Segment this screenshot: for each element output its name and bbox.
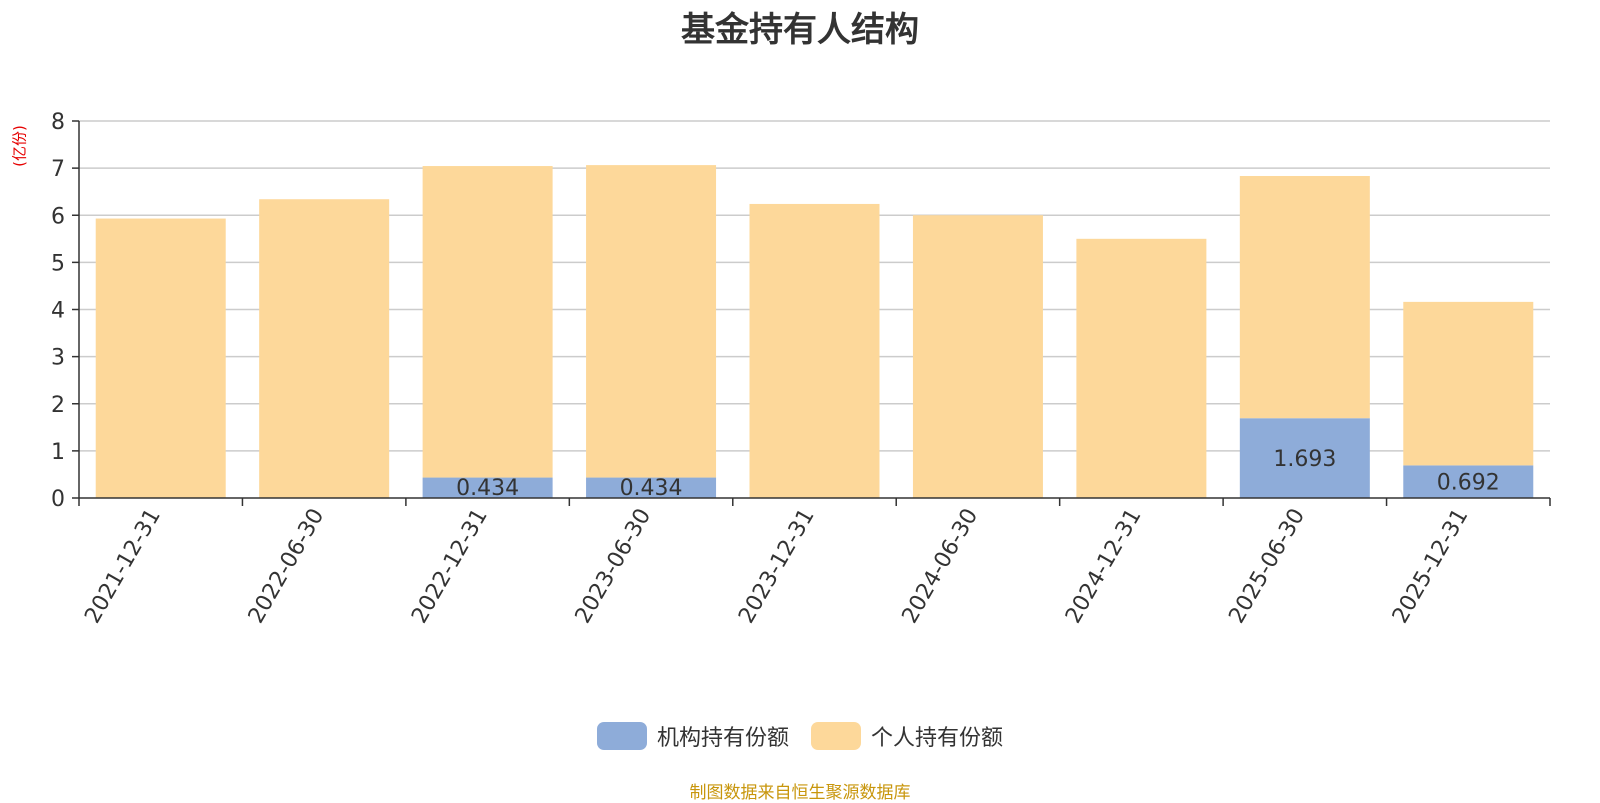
x-tick-label: 2025-12-31 <box>1388 505 1474 628</box>
x-tick-label: 2022-06-30 <box>244 505 330 628</box>
x-tick-label: 2025-06-30 <box>1224 505 1310 628</box>
legend-label-institutional: 机构持有份额 <box>656 726 789 751</box>
bar-individual <box>1239 175 1370 419</box>
bar-individual <box>1403 301 1534 466</box>
bar-individual <box>259 199 390 499</box>
data-label: 1.693 <box>1273 447 1336 472</box>
y-tick-label: 4 <box>51 299 65 324</box>
legend-label-individual: 个人持有份额 <box>871 726 1004 751</box>
x-tick-label: 2023-06-30 <box>571 505 657 628</box>
y-tick-label: 1 <box>51 440 65 465</box>
x-tick-label: 2024-12-31 <box>1061 505 1147 628</box>
y-tick-label: 2 <box>51 393 65 418</box>
bar-institutional <box>1239 418 1370 498</box>
bar-individual <box>586 165 717 478</box>
bar-chart: 0 1 2 3 4 5 6 7 8 0.434 0.434 1.693 0.692 2021-12-31 2… <box>51 110 1551 628</box>
data-label: 0.434 <box>620 476 683 501</box>
chart-title: 基金持有人结构 <box>681 10 919 50</box>
legend: 机构持有份额 个人持有份额 <box>0 720 1600 752</box>
legend-swatch-individual <box>811 722 861 750</box>
bar-individual <box>95 218 226 498</box>
y-tick-label: 8 <box>51 110 65 135</box>
data-label: 0.692 <box>1437 471 1500 496</box>
legend-item-institutional[interactable]: 机构持有份额 <box>596 720 789 752</box>
x-tick-label: 2024-06-30 <box>898 505 984 628</box>
y-tick-label: 7 <box>51 157 65 182</box>
bar-individual <box>912 215 1043 498</box>
bar-individual <box>749 203 880 498</box>
source-note: 制图数据来自恒生聚源数据库 <box>689 783 911 803</box>
bar-institutional <box>1403 465 1534 498</box>
x-tick-label: 2023-12-31 <box>734 505 820 628</box>
y-tick-label: 6 <box>51 204 65 229</box>
x-tick-label: 2022-12-31 <box>407 504 493 627</box>
bar-individual <box>422 166 553 478</box>
bar-institutional <box>586 477 717 498</box>
bar-institutional <box>422 477 553 498</box>
y-tick-label: 5 <box>51 251 65 276</box>
y-tick-label: 3 <box>51 346 65 371</box>
data-label: 0.434 <box>456 476 519 501</box>
legend-swatch-institutional <box>596 722 647 750</box>
legend-item-individual[interactable]: 个人持有份额 <box>811 720 1003 752</box>
x-tick-label: 2021-12-31 <box>80 505 166 628</box>
y-tick-label: 0 <box>51 487 65 512</box>
bar-individual <box>1076 238 1207 498</box>
